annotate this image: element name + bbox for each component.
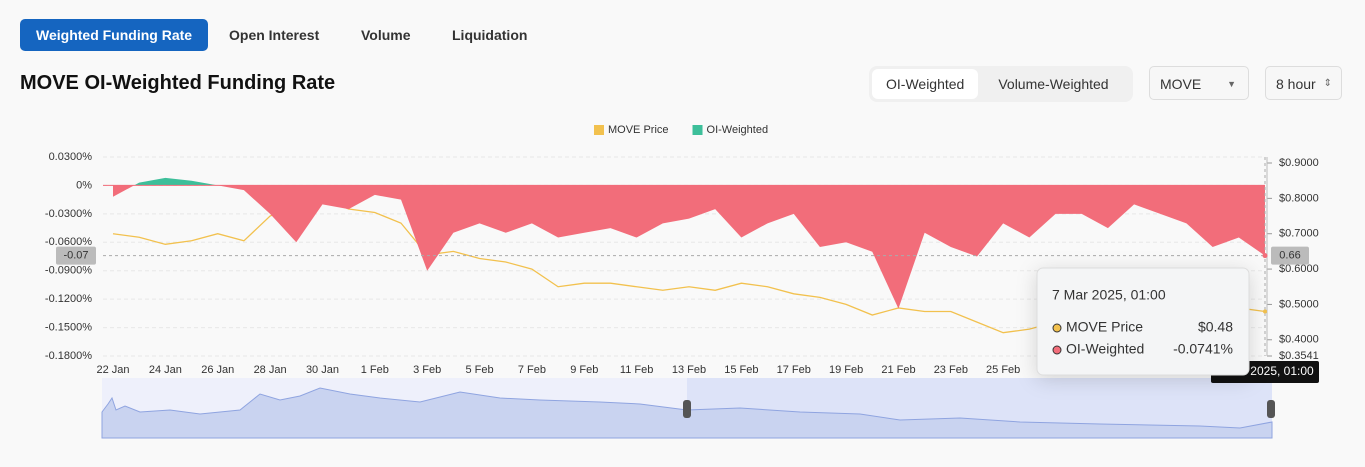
x-tick-label: 17 Feb xyxy=(777,364,811,376)
tooltip-value: $0.48 xyxy=(1198,319,1233,335)
x-tick-label: 24 Jan xyxy=(149,364,182,376)
x-tick-label: 19 Feb xyxy=(829,364,863,376)
x-tick-label: 1 Feb xyxy=(361,364,389,376)
symbol-select[interactable]: MOVE ▼ xyxy=(1149,66,1249,100)
x-tick-label: 30 Jan xyxy=(306,364,339,376)
x-tick-label: 15 Feb xyxy=(724,364,758,376)
interval-select[interactable]: 8 hour ⇕ xyxy=(1265,66,1342,100)
x-tick-label: 13 Feb xyxy=(672,364,706,376)
caret: ▼ xyxy=(1227,79,1236,89)
select-value: MOVE xyxy=(1160,76,1202,92)
tab[interactable]: Open Interest xyxy=(213,19,336,51)
toggle-option[interactable]: Volume-Weighted xyxy=(998,76,1109,92)
crosshair-label-bg xyxy=(1271,246,1309,265)
tooltip-dot xyxy=(1052,323,1062,333)
crosshair-label-bg xyxy=(56,246,96,265)
navigator-handle[interactable] xyxy=(683,400,691,418)
y2-tick-label: $0.5000 xyxy=(1279,298,1319,310)
y-tick-label: -0.0900% xyxy=(45,265,92,277)
tooltip-dot xyxy=(1052,345,1062,355)
y-tick-label: -0.1500% xyxy=(45,321,92,333)
y2-tick-label: $0.4000 xyxy=(1279,334,1319,346)
x-tick-label: 11 Feb xyxy=(620,364,653,376)
crosshair-y2-label: 0.66 xyxy=(1279,250,1300,262)
y-tick-label: -0.1800% xyxy=(45,350,92,362)
y-tick-label: 0.0300% xyxy=(49,151,93,163)
tab[interactable]: Volume xyxy=(345,19,427,51)
y2-tick-label: $0.6000 xyxy=(1279,263,1319,275)
x-tick-label: 3 Feb xyxy=(413,364,441,376)
x-tick-label: 26 Jan xyxy=(201,364,234,376)
x-tick-label: 23 Feb xyxy=(934,364,968,376)
tooltip-title: 7 Mar 2025, 01:00 xyxy=(1052,287,1166,303)
tooltip-name: MOVE Price xyxy=(1066,319,1143,335)
legend: MOVE Price OI-Weighted xyxy=(594,124,768,136)
page-title: MOVE OI-Weighted Funding Rate xyxy=(20,72,336,94)
crosshair-point xyxy=(1263,309,1267,314)
navigator-handle[interactable] xyxy=(1267,400,1275,418)
tab[interactable]: Weighted Funding Rate xyxy=(20,19,209,51)
funding-area xyxy=(113,177,1265,309)
x-tick-label: 21 Feb xyxy=(881,364,915,376)
tooltip-value: -0.0741% xyxy=(1173,341,1233,357)
y-tick-label: -0.0600% xyxy=(45,236,92,248)
x-tick-label: 7 Feb xyxy=(518,364,546,376)
crosshair-y-label: -0.07 xyxy=(63,250,88,262)
legend-label: OI-Weighted xyxy=(707,124,769,136)
y2-tick-label: $0.3541 xyxy=(1279,350,1319,362)
x-tick-label: 25 Feb xyxy=(986,364,1020,376)
legend-swatch xyxy=(692,125,703,135)
toggle-option[interactable]: OI-Weighted xyxy=(872,69,979,99)
tab[interactable]: Liquidation xyxy=(436,19,544,51)
weighting-toggle: OI-Weighted Volume-Weighted xyxy=(869,66,1133,102)
x-tick-label: 28 Jan xyxy=(254,364,287,376)
x-tick-label: 9 Feb xyxy=(570,364,598,376)
select-value: 8 hour xyxy=(1276,76,1316,92)
tooltip-name: OI-Weighted xyxy=(1066,341,1144,357)
crosshair-point xyxy=(1262,253,1268,259)
tooltip-box xyxy=(1036,267,1250,376)
y2-tick-label: $0.7000 xyxy=(1279,228,1319,240)
y-tick-label: -0.0300% xyxy=(45,208,92,220)
x-tick-label: 5 Feb xyxy=(465,364,493,376)
navigator xyxy=(101,378,1275,439)
y2-tick-label: $0.9000 xyxy=(1279,157,1319,169)
y-tick-label: 0% xyxy=(76,179,92,191)
x-tick-label: 22 Jan xyxy=(96,364,129,376)
legend-swatch xyxy=(594,125,604,135)
y-tick-label: -0.1200% xyxy=(45,293,92,305)
y2-tick-label: $0.8000 xyxy=(1279,192,1319,204)
caret: ⇕ xyxy=(1323,78,1332,89)
tooltip: 7 Mar 2025, 01:00 MOVE Price $0.48 OI-Weigh… xyxy=(1036,267,1250,376)
legend-label: MOVE Price xyxy=(608,124,669,136)
